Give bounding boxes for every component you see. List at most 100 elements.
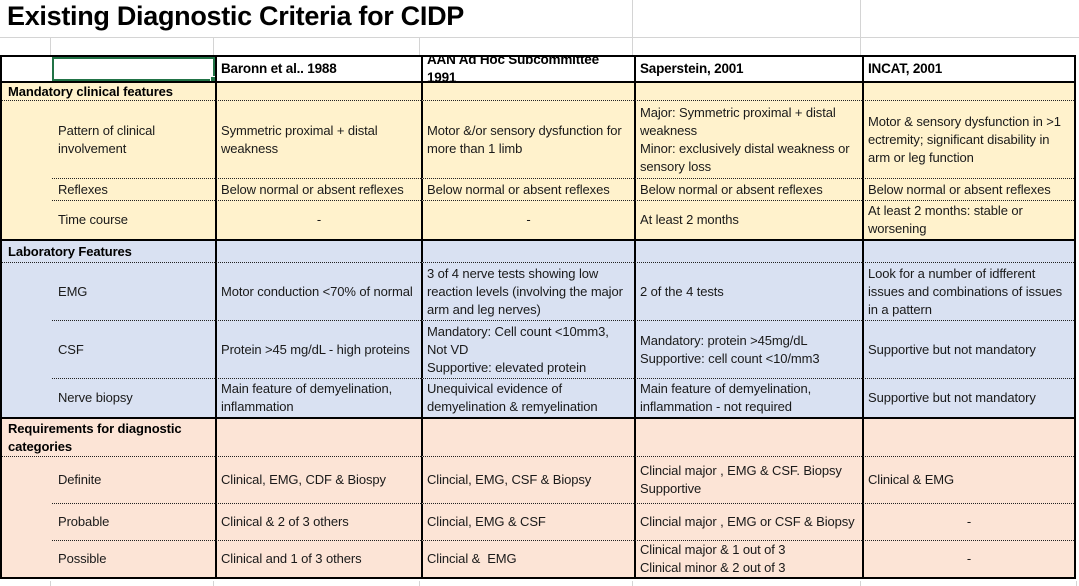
section-label[interactable]: Requirements for diagnostic categories	[2, 419, 215, 457]
header-cell-incat[interactable]: INCAT, 2001	[862, 57, 1074, 81]
data-cell[interactable]: Clincial major , EMG or CSF & Biopsy	[634, 504, 862, 541]
header-cell-saperstein[interactable]: Saperstein, 2001	[634, 57, 862, 81]
data-cell[interactable]: Major: Symmetric proximal + distal weakn…	[634, 101, 862, 179]
row-label[interactable]: EMG	[52, 263, 215, 321]
data-cell[interactable]: Supportive but not mandatory	[862, 321, 1074, 379]
data-cell[interactable]: Below normal or absent reflexes	[862, 179, 1074, 201]
data-cell[interactable]: Clinical major & 1 out of 3 Clinical min…	[634, 541, 862, 577]
data-cell[interactable]: Motor &/or sensory dysfunction for more …	[421, 101, 634, 179]
data-cell[interactable]: Unequivical evidence of demyelination & …	[421, 379, 634, 417]
sheet-title[interactable]: Existing Diagnostic Criteria for CIDP	[7, 1, 464, 31]
data-cell[interactable]: Main feature of demyelination, inflammat…	[215, 379, 421, 417]
data-cell[interactable]: Below normal or absent reflexes	[215, 179, 421, 201]
empty-cell[interactable]	[862, 83, 1074, 101]
data-cell[interactable]: Mandatory: protein >45mg/dL Supportive: …	[634, 321, 862, 379]
gridline	[860, 581, 861, 586]
gridline	[860, 37, 861, 55]
spacer-cell[interactable]	[2, 541, 52, 577]
empty-cell[interactable]	[215, 419, 421, 457]
gridline	[0, 37, 1079, 38]
empty-cell[interactable]	[215, 241, 421, 263]
table-row-nerve-biopsy: Nerve biopsy Main feature of demyelinati…	[2, 379, 1074, 417]
gridline	[213, 581, 214, 586]
row-label[interactable]: Reflexes	[52, 179, 215, 201]
section-label[interactable]: Mandatory clinical features	[2, 83, 215, 101]
table-row-pattern: Pattern of clinical involvement Symmetri…	[2, 101, 1074, 179]
gridline	[419, 581, 420, 586]
section-header-row: Mandatory clinical features	[2, 83, 1074, 101]
row-label[interactable]: Probable	[52, 504, 215, 541]
gridline	[419, 37, 420, 55]
data-cell[interactable]: Mandatory: Cell count <10mm3, Not VD Sup…	[421, 321, 634, 379]
data-cell[interactable]: Supportive but not mandatory	[862, 379, 1074, 417]
empty-cell[interactable]	[634, 241, 862, 263]
gridline	[860, 0, 861, 37]
criteria-table: Baronn et al.. 1988 AAN Ad Hoc Subcommit…	[0, 55, 1076, 579]
spacer-cell[interactable]	[2, 321, 52, 379]
data-cell[interactable]: Below normal or absent reflexes	[421, 179, 634, 201]
empty-cell[interactable]	[862, 419, 1074, 457]
spacer-cell[interactable]	[2, 504, 52, 541]
empty-cell[interactable]	[862, 241, 1074, 263]
data-cell[interactable]: Clincial major , EMG & CSF. Biopsy Suppo…	[634, 457, 862, 504]
data-cell[interactable]: Look for a number of idfferent issues an…	[862, 263, 1074, 321]
data-cell[interactable]: Clincial & EMG	[421, 541, 634, 577]
data-cell[interactable]: Clinical & 2 of 3 others	[215, 504, 421, 541]
data-cell[interactable]: At least 2 months: stable or worsening	[862, 201, 1074, 239]
empty-cell[interactable]	[634, 83, 862, 101]
data-cell[interactable]: Clinical, EMG, CDF & Biospy	[215, 457, 421, 504]
section-mandatory-clinical-features: Mandatory clinical features Pattern of c…	[2, 83, 1074, 241]
spacer-cell[interactable]	[2, 263, 52, 321]
data-cell[interactable]: Clinical & EMG	[862, 457, 1074, 504]
empty-cell[interactable]	[421, 419, 634, 457]
spacer-cell[interactable]	[2, 179, 52, 201]
row-label[interactable]: CSF	[52, 321, 215, 379]
header-empty-cell-a[interactable]	[2, 57, 52, 81]
row-label[interactable]: Nerve biopsy	[58, 390, 133, 405]
row-label[interactable]: Possible	[58, 551, 107, 566]
row-label[interactable]: Definite	[52, 457, 215, 504]
empty-cell[interactable]	[634, 419, 862, 457]
empty-cell[interactable]	[421, 83, 634, 101]
data-cell[interactable]: Main feature of demyelination, inflammat…	[634, 379, 862, 417]
fill-handle[interactable]	[210, 76, 215, 81]
data-cell[interactable]: At least 2 months	[634, 201, 862, 239]
section-header-row: Requirements for diagnostic categories	[2, 419, 1074, 457]
data-cell[interactable]: 2 of the 4 tests	[634, 263, 862, 321]
row-label[interactable]: Time course	[58, 212, 128, 227]
data-cell[interactable]: Below normal or absent reflexes	[634, 179, 862, 201]
gridline	[213, 37, 214, 55]
data-cell[interactable]: Clincial, EMG, CSF & Biopsy	[421, 457, 634, 504]
data-cell[interactable]: Motor & sensory dysfunction in >1 ectrem…	[862, 101, 1074, 179]
table-row-time-course: Time course - - At least 2 months At lea…	[2, 201, 1074, 239]
data-cell[interactable]: -	[421, 201, 634, 239]
table-row-possible: Possible Clinical and 1 of 3 others Clin…	[2, 541, 1074, 577]
header-cell-baronn[interactable]: Baronn et al.. 1988	[215, 57, 421, 81]
spacer-cell[interactable]	[2, 201, 52, 239]
header-cell-aan[interactable]: AAN Ad Hoc Subcommittee 1991	[421, 57, 634, 81]
spacer-cell[interactable]	[2, 101, 52, 179]
row-label[interactable]: Pattern of clinical involvement	[52, 101, 215, 179]
data-cell[interactable]: Protein >45 mg/dL - high proteins	[215, 321, 421, 379]
section-laboratory-features: Laboratory Features EMG Motor conduction…	[2, 241, 1074, 419]
spacer-cell[interactable]	[2, 379, 52, 417]
data-cell[interactable]: Symmetric proximal + distal weakness	[215, 101, 421, 179]
gridline	[50, 37, 51, 55]
selected-cell[interactable]	[52, 57, 215, 81]
data-cell[interactable]: 3 of 4 nerve tests showing low reaction …	[421, 263, 634, 321]
empty-cell[interactable]	[215, 83, 421, 101]
gridline	[632, 581, 633, 586]
data-cell[interactable]: Clincial, EMG & CSF	[421, 504, 634, 541]
gridline	[632, 0, 633, 37]
table-row-emg: EMG Motor conduction <70% of normal 3 of…	[2, 263, 1074, 321]
data-cell[interactable]: -	[862, 541, 1074, 577]
data-cell[interactable]: Motor conduction <70% of normal	[215, 263, 421, 321]
empty-cell[interactable]	[421, 241, 634, 263]
data-cell[interactable]: -	[862, 504, 1074, 541]
spacer-cell[interactable]	[2, 457, 52, 504]
section-label[interactable]: Laboratory Features	[2, 241, 215, 263]
data-cell[interactable]: -	[215, 201, 421, 239]
section-requirements: Requirements for diagnostic categories D…	[2, 419, 1074, 577]
data-cell[interactable]: Clinical and 1 of 3 others	[215, 541, 421, 577]
